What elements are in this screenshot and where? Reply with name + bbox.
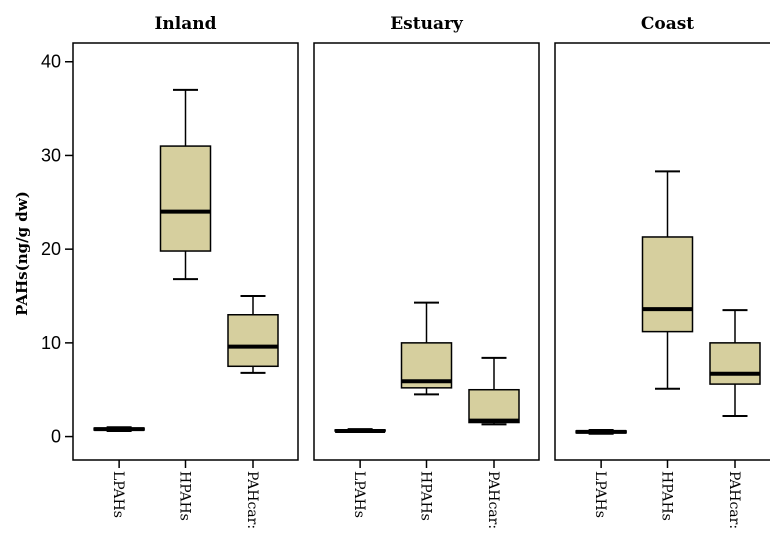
y-axis-title: PAHs(ng/g dw): [13, 191, 31, 316]
x-tick-label: PAHcar:: [726, 471, 742, 529]
panel-title: Inland: [154, 14, 216, 34]
x-tick-label: PAHcar:: [485, 471, 501, 529]
box-iqr: [709, 342, 761, 385]
x-tick-label: PAHcar:: [244, 471, 260, 529]
x-tick-label: LPAHs: [351, 471, 367, 518]
box-iqr: [159, 145, 212, 252]
box-iqr: [227, 314, 279, 368]
x-tick-label: LPAHs: [592, 471, 608, 518]
panel-title: Estuary: [390, 14, 464, 34]
y-tick-label: 40: [41, 52, 61, 72]
panel-title: Coast: [641, 14, 694, 34]
y-tick-label: 0: [51, 427, 61, 447]
box-iqr: [641, 236, 694, 333]
y-tick-label: 30: [41, 145, 61, 165]
x-tick-label: LPAHs: [110, 471, 126, 518]
x-tick-label: HPAHs: [659, 471, 675, 521]
x-tick-label: HPAHs: [177, 471, 193, 521]
box-iqr: [468, 388, 520, 424]
y-tick-label: 20: [41, 239, 61, 259]
y-tick-label: 10: [41, 333, 61, 353]
x-tick-label: HPAHs: [418, 471, 434, 521]
